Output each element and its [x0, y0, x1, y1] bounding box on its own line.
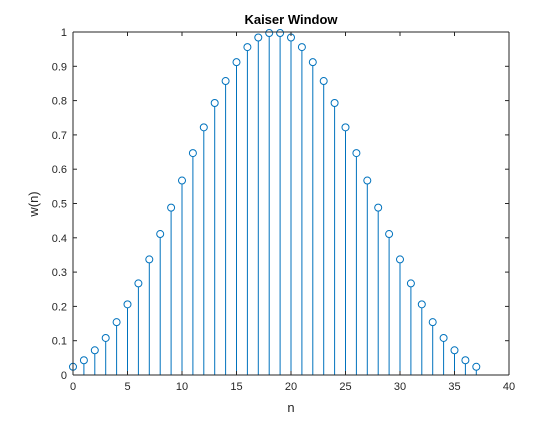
y-tick-label: 0: [61, 370, 67, 382]
stem-marker: [243, 43, 252, 52]
y-tick-label: 0.9: [52, 61, 67, 73]
stem-marker: [406, 279, 415, 288]
stem-marker: [134, 279, 143, 288]
stem-marker: [461, 356, 470, 365]
marker-series: [69, 29, 481, 371]
stem-marker: [167, 203, 176, 212]
y-tick-label: 0.8: [52, 96, 67, 108]
stem-marker: [188, 149, 197, 158]
x-tick-label: 0: [70, 381, 76, 393]
x-tick-label: 20: [285, 381, 297, 393]
y-ticks: 0 0.1 0.2 0.3 0.4 0.5 0.6 0.7 0.8 0.9 1: [52, 27, 509, 382]
x-tick-label: 35: [448, 381, 460, 393]
stem-marker: [385, 230, 394, 239]
x-tick-label: 15: [230, 381, 242, 393]
x-ticks: 0 5 10 15 20 25 30 35 40: [70, 32, 515, 393]
chart-title: Kaiser Window: [244, 12, 338, 27]
x-tick-label: 40: [503, 381, 515, 393]
stem-marker: [417, 300, 426, 309]
stem-marker: [363, 176, 372, 185]
stem-marker: [101, 333, 110, 342]
y-tick-label: 0.6: [52, 164, 67, 176]
stem-marker: [396, 255, 404, 264]
x-tick-label: 25: [339, 381, 351, 393]
stem-marker: [112, 318, 121, 327]
y-tick-label: 0.4: [52, 233, 67, 245]
y-tick-label: 0.3: [52, 267, 67, 279]
stem-marker: [156, 230, 165, 239]
stem-marker: [232, 58, 241, 67]
x-tick-label: 30: [394, 381, 406, 393]
stem-marker: [265, 29, 274, 38]
stem-marker: [123, 300, 132, 309]
stem-marker: [341, 123, 350, 132]
y-tick-label: 0.5: [52, 199, 67, 211]
x-tick-label: 10: [176, 381, 188, 393]
stem-marker: [221, 77, 230, 86]
x-tick-label: 5: [124, 381, 130, 393]
stem-marker: [276, 29, 285, 38]
stem-marker: [439, 333, 448, 342]
stem-marker: [374, 203, 383, 212]
y-tick-label: 1: [61, 27, 67, 39]
y-tick-label: 0.7: [52, 130, 67, 142]
stem-marker: [330, 99, 339, 108]
stem-marker: [450, 346, 459, 355]
stem-marker: [178, 176, 186, 185]
stem-marker: [79, 356, 88, 365]
stem-marker: [352, 149, 361, 158]
stem-marker: [145, 255, 154, 264]
y-tick-label: 0.2: [52, 301, 67, 313]
stem-series: [72, 36, 477, 375]
y-tick-label: 0.1: [52, 336, 67, 348]
stem-marker: [472, 362, 481, 371]
stem-marker: [308, 58, 317, 67]
stem-marker: [254, 33, 263, 42]
stem-marker: [297, 43, 306, 52]
stem-marker: [199, 123, 208, 132]
y-axis-label: w(n): [26, 191, 41, 217]
stem-marker: [319, 77, 328, 86]
stem-marker: [428, 318, 437, 327]
stem-marker: [90, 346, 99, 355]
stem-marker: [210, 99, 219, 108]
x-axis-label: n: [287, 400, 294, 415]
